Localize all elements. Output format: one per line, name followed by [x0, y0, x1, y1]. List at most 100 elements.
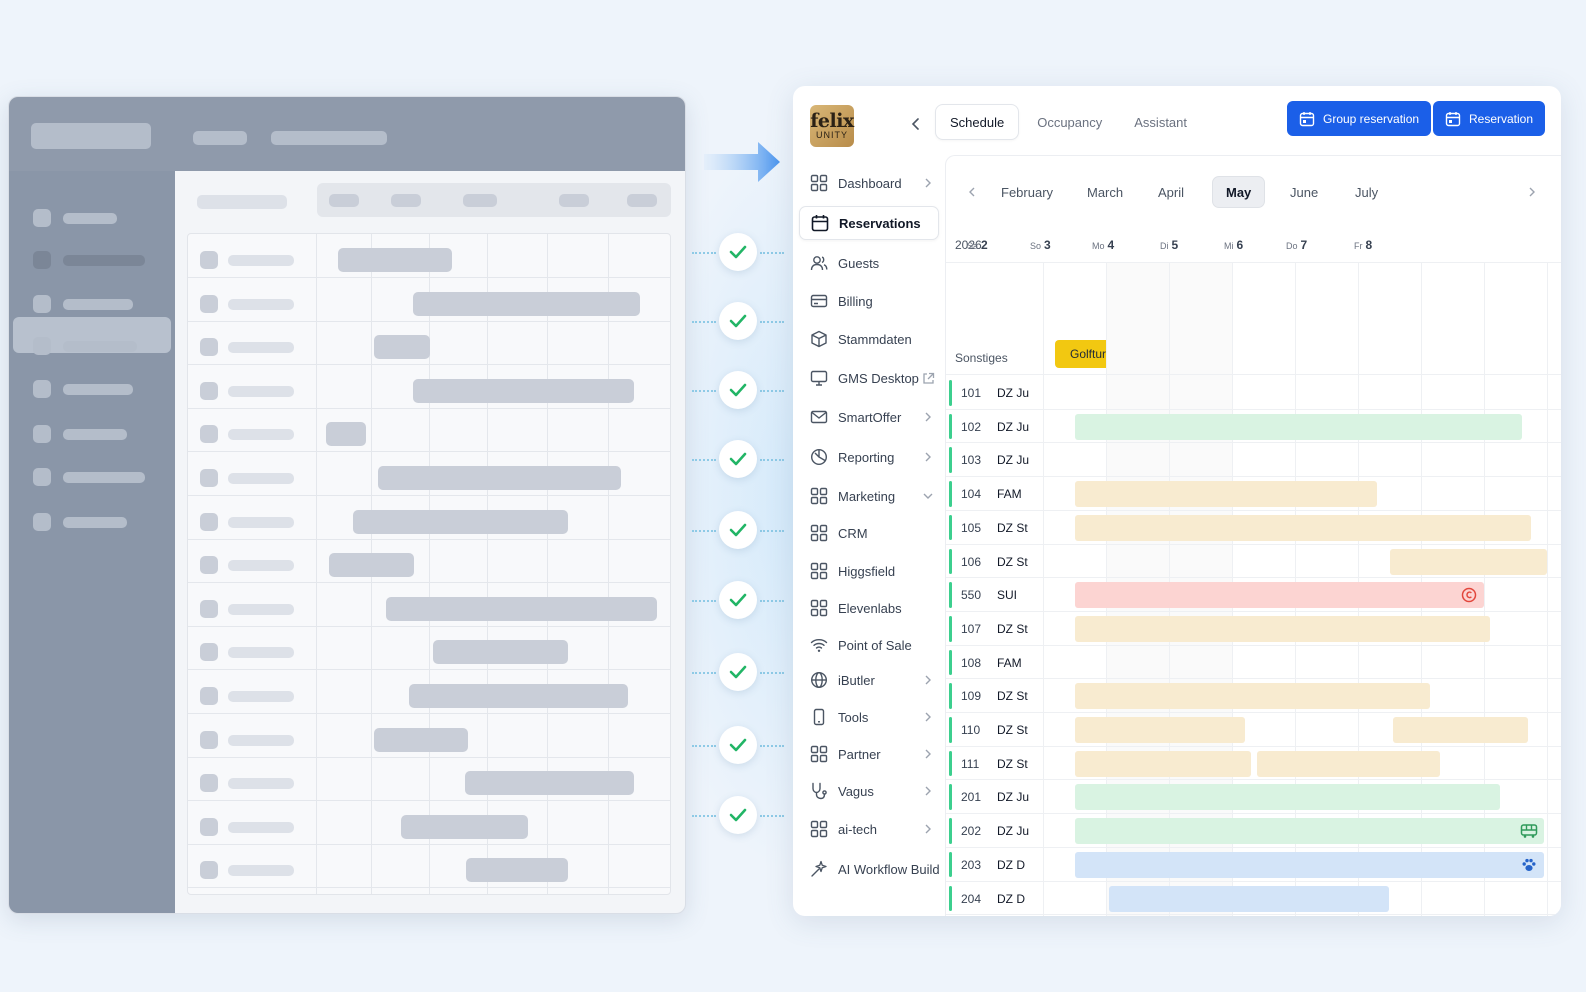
- phone-icon: [809, 707, 829, 727]
- sidebar-item-elevenlabs[interactable]: Elevenlabs: [799, 591, 939, 625]
- checkmark-icon: [719, 440, 757, 478]
- chevron-right-icon: [921, 822, 935, 836]
- room-number[interactable]: 101: [961, 386, 982, 400]
- reservation-button[interactable]: Reservation: [1433, 101, 1546, 136]
- month-tab-march[interactable]: March: [1087, 184, 1124, 200]
- room-number[interactable]: 102: [961, 419, 982, 434]
- sidebar-item-crm[interactable]: CRM: [799, 516, 939, 550]
- reservation-bar[interactable]: [1257, 750, 1440, 777]
- month-tab-february[interactable]: February: [1001, 184, 1054, 200]
- reservation-bar[interactable]: [1389, 548, 1547, 575]
- month-tab-april[interactable]: April: [1158, 184, 1185, 200]
- sidebar-item-stammdaten[interactable]: Stammdaten: [799, 322, 939, 356]
- reservation-bar[interactable]: [1074, 750, 1251, 777]
- sidebar-item-label: Tools: [838, 709, 869, 725]
- legacy-row-label-placeholder: [228, 560, 294, 572]
- prev-month-chevron-icon[interactable]: [964, 184, 980, 200]
- sidebar-item-ai-workflow-builder[interactable]: AI Workflow Builder: [799, 852, 939, 886]
- sidebar-item-billing[interactable]: Billing: [799, 284, 939, 318]
- tab-schedule[interactable]: Schedule: [935, 104, 1020, 140]
- reservation-bar[interactable]: [1392, 717, 1529, 743]
- sidebar-item-reporting[interactable]: Reporting: [799, 440, 939, 474]
- grid-icon: [809, 744, 829, 764]
- room-status-indicator: [949, 447, 952, 474]
- legacy-row-icon-placeholder: [200, 469, 218, 487]
- room-number[interactable]: 107: [961, 621, 982, 636]
- reservation-bar[interactable]: [1074, 615, 1491, 642]
- reservation-bar[interactable]: [1074, 413, 1522, 440]
- reservation-label: Reservation: [1469, 111, 1534, 126]
- room-number[interactable]: 201: [961, 790, 982, 805]
- sidebar-item-label: CRM: [838, 525, 868, 541]
- room-type: DZ Ju: [997, 790, 1030, 805]
- reservation-bar[interactable]: [1074, 851, 1544, 878]
- year-label: 2026: [955, 238, 982, 252]
- room-number[interactable]: 109: [961, 689, 982, 704]
- card-icon: [809, 291, 829, 311]
- legacy-grid-line: [608, 234, 609, 894]
- room-number[interactable]: 104: [961, 487, 982, 502]
- room-type: DZ St: [997, 621, 1028, 636]
- reservation-bar[interactable]: [1074, 717, 1245, 743]
- reservation-bar[interactable]: [1074, 514, 1532, 541]
- sidebar-item-label: Stammdaten: [838, 331, 912, 347]
- chevron-right-icon: [921, 673, 935, 687]
- sidebar-item-ai-tech[interactable]: ai-tech: [799, 812, 939, 846]
- tab-assistant[interactable]: Assistant: [1134, 114, 1188, 130]
- reservation-bar[interactable]: [1074, 818, 1544, 845]
- connector-dots: [760, 321, 784, 323]
- sidebar-item-higgsfield[interactable]: Higgsfield: [799, 554, 939, 588]
- legacy-row-label-placeholder: [228, 385, 294, 397]
- sidebar-item-label: Dashboard: [838, 175, 902, 191]
- legacy-booking-placeholder: [401, 814, 528, 839]
- grid-row-line: [946, 846, 1561, 848]
- room-number[interactable]: 108: [961, 655, 982, 670]
- reservation-bar[interactable]: [1074, 683, 1431, 710]
- group-reservation-button[interactable]: Group reservation: [1287, 101, 1432, 136]
- month-tab-june[interactable]: June: [1290, 184, 1319, 200]
- legacy-grid-line: [429, 234, 430, 894]
- legacy-row-icon-placeholder: [200, 556, 218, 575]
- misc-row-label: Sonstiges: [955, 351, 1008, 365]
- sidebar-item-guests[interactable]: Guests: [799, 246, 939, 280]
- sidebar-item-ibutler[interactable]: iButler: [799, 663, 939, 697]
- sidebar-item-point-of-sale[interactable]: Point of Sale: [799, 628, 939, 662]
- month-tab-may[interactable]: May: [1212, 176, 1266, 208]
- room-type: DZ St: [997, 554, 1028, 569]
- felix-unity-logo[interactable]: felix UNITY: [810, 105, 854, 147]
- month-tab-july[interactable]: July: [1355, 184, 1379, 200]
- legacy-grid-line: [188, 277, 670, 278]
- external-link-icon[interactable]: [921, 371, 935, 385]
- cube-icon: [809, 329, 829, 349]
- grid-row-line: [946, 880, 1561, 882]
- reservation-bar[interactable]: [1074, 784, 1500, 811]
- sidebar-item-tools[interactable]: Tools: [799, 700, 939, 734]
- reservation-bar[interactable]: [1109, 885, 1390, 912]
- sidebar-item-marketing[interactable]: Marketing: [799, 479, 939, 513]
- room-number[interactable]: 110: [961, 723, 981, 737]
- room-number[interactable]: 105: [961, 520, 982, 535]
- tab-occupancy[interactable]: Occupancy: [1037, 114, 1103, 130]
- room-number[interactable]: 106: [961, 554, 982, 569]
- room-number[interactable]: 204: [961, 891, 982, 906]
- reservation-bar[interactable]: [1074, 481, 1377, 508]
- sidebar-item-gms-desktop[interactable]: GMS Desktop: [799, 361, 939, 395]
- room-status-indicator: [949, 851, 952, 878]
- reservation-bar[interactable]: [1074, 582, 1484, 609]
- day-header: Mi 6: [1224, 238, 1243, 252]
- room-number[interactable]: 550: [961, 588, 982, 603]
- sidebar-item-dashboard[interactable]: Dashboard: [799, 166, 939, 200]
- schedule-panel: February March April May June July 2026 Sonst…: [945, 155, 1561, 916]
- sidebar-item-smartoffer[interactable]: SmartOffer: [799, 400, 939, 434]
- sidebar-item-reservations[interactable]: Reservations: [799, 206, 939, 240]
- room-number[interactable]: 202: [961, 824, 982, 839]
- room-number[interactable]: 111: [961, 756, 980, 771]
- sidebar-item-vagus[interactable]: Vagus: [799, 774, 939, 808]
- room-number[interactable]: 103: [961, 453, 982, 468]
- next-month-chevron-icon[interactable]: [1524, 184, 1540, 200]
- sidebar-item-partner[interactable]: Partner: [799, 737, 939, 771]
- collapse-sidebar-chevron-icon[interactable]: [907, 115, 925, 133]
- room-number[interactable]: 203: [961, 857, 982, 872]
- day-of-week: So: [1030, 241, 1042, 251]
- legacy-row-icon-placeholder: [200, 338, 218, 357]
